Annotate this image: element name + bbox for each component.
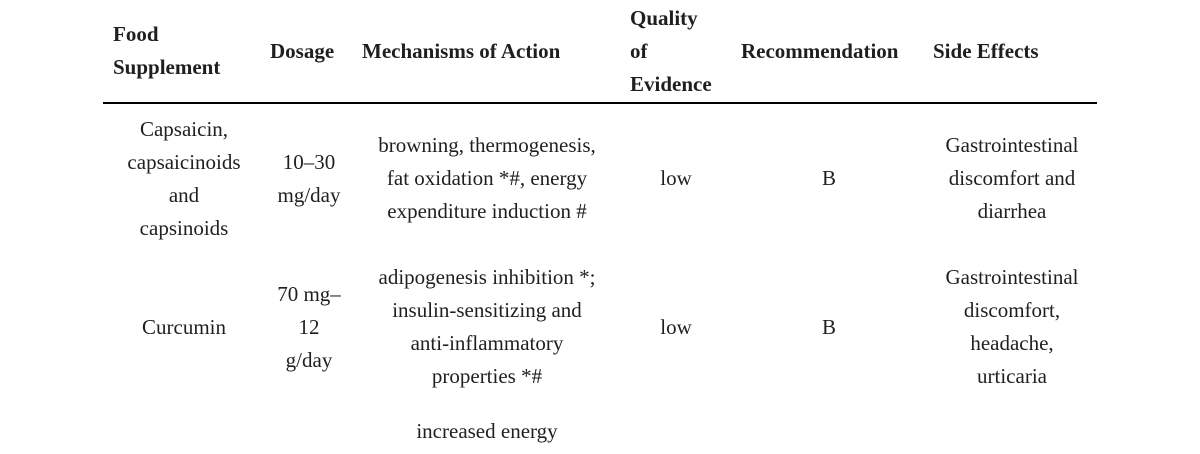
table-row-capsaicin: Capsaicin, capsaicinoids and capsinoids … bbox=[103, 103, 1097, 253]
cell-side-effects: Gastrointestinal discomfort, headache, u… bbox=[945, 265, 1079, 388]
cell-mechanisms: browning, thermogenesis, fat oxidation *… bbox=[378, 133, 596, 223]
column-header-dosage: Dosage bbox=[265, 0, 353, 104]
header-row: Food Supplement Dosage Mechanisms of Act… bbox=[103, 0, 1097, 104]
cell-supplement: Capsaicin, capsaicinoids and capsinoids bbox=[127, 116, 241, 240]
cell-recommendation: B bbox=[821, 166, 836, 190]
cell-dosage: 10–30 mg/day bbox=[277, 149, 341, 207]
cell-quality: low bbox=[660, 166, 692, 190]
table-row-partial: increased energy bbox=[103, 401, 1097, 454]
column-header-side-effects: Side Effects bbox=[927, 0, 1097, 104]
cell-quality bbox=[621, 401, 731, 454]
cell-supplement: Curcumin bbox=[142, 314, 226, 339]
cell-recommendation bbox=[731, 401, 927, 454]
column-header-quality-of-evidence: Quality of Evidence bbox=[621, 0, 731, 104]
cell-mechanisms: increased energy bbox=[416, 419, 558, 443]
table-body: Capsaicin, capsaicinoids and capsinoids … bbox=[103, 103, 1097, 454]
cell-recommendation: B bbox=[821, 314, 836, 339]
table-header: Food Supplement Dosage Mechanisms of Act… bbox=[103, 0, 1097, 104]
cell-supplement bbox=[103, 401, 265, 454]
column-header-mechanisms-of-action: Mechanisms of Action bbox=[353, 0, 621, 104]
cell-dosage: 70 mg– 12 g/day bbox=[277, 281, 341, 372]
cell-side-effects: Gastrointestinal discomfort and diarrhea bbox=[945, 133, 1079, 223]
column-header-food-supplement: Food Supplement bbox=[103, 0, 265, 104]
cell-side-effects bbox=[927, 401, 1097, 454]
cell-dosage bbox=[265, 401, 353, 454]
cell-quality: low bbox=[660, 314, 692, 339]
food-supplements-table: Food Supplement Dosage Mechanisms of Act… bbox=[103, 0, 1097, 454]
column-header-recommendation: Recommendation bbox=[731, 0, 927, 104]
table-row-curcumin: Curcumin 70 mg– 12 g/day adipogenesis in… bbox=[103, 253, 1097, 401]
cell-mechanisms: adipogenesis inhibition *; insulin-sensi… bbox=[378, 265, 596, 388]
